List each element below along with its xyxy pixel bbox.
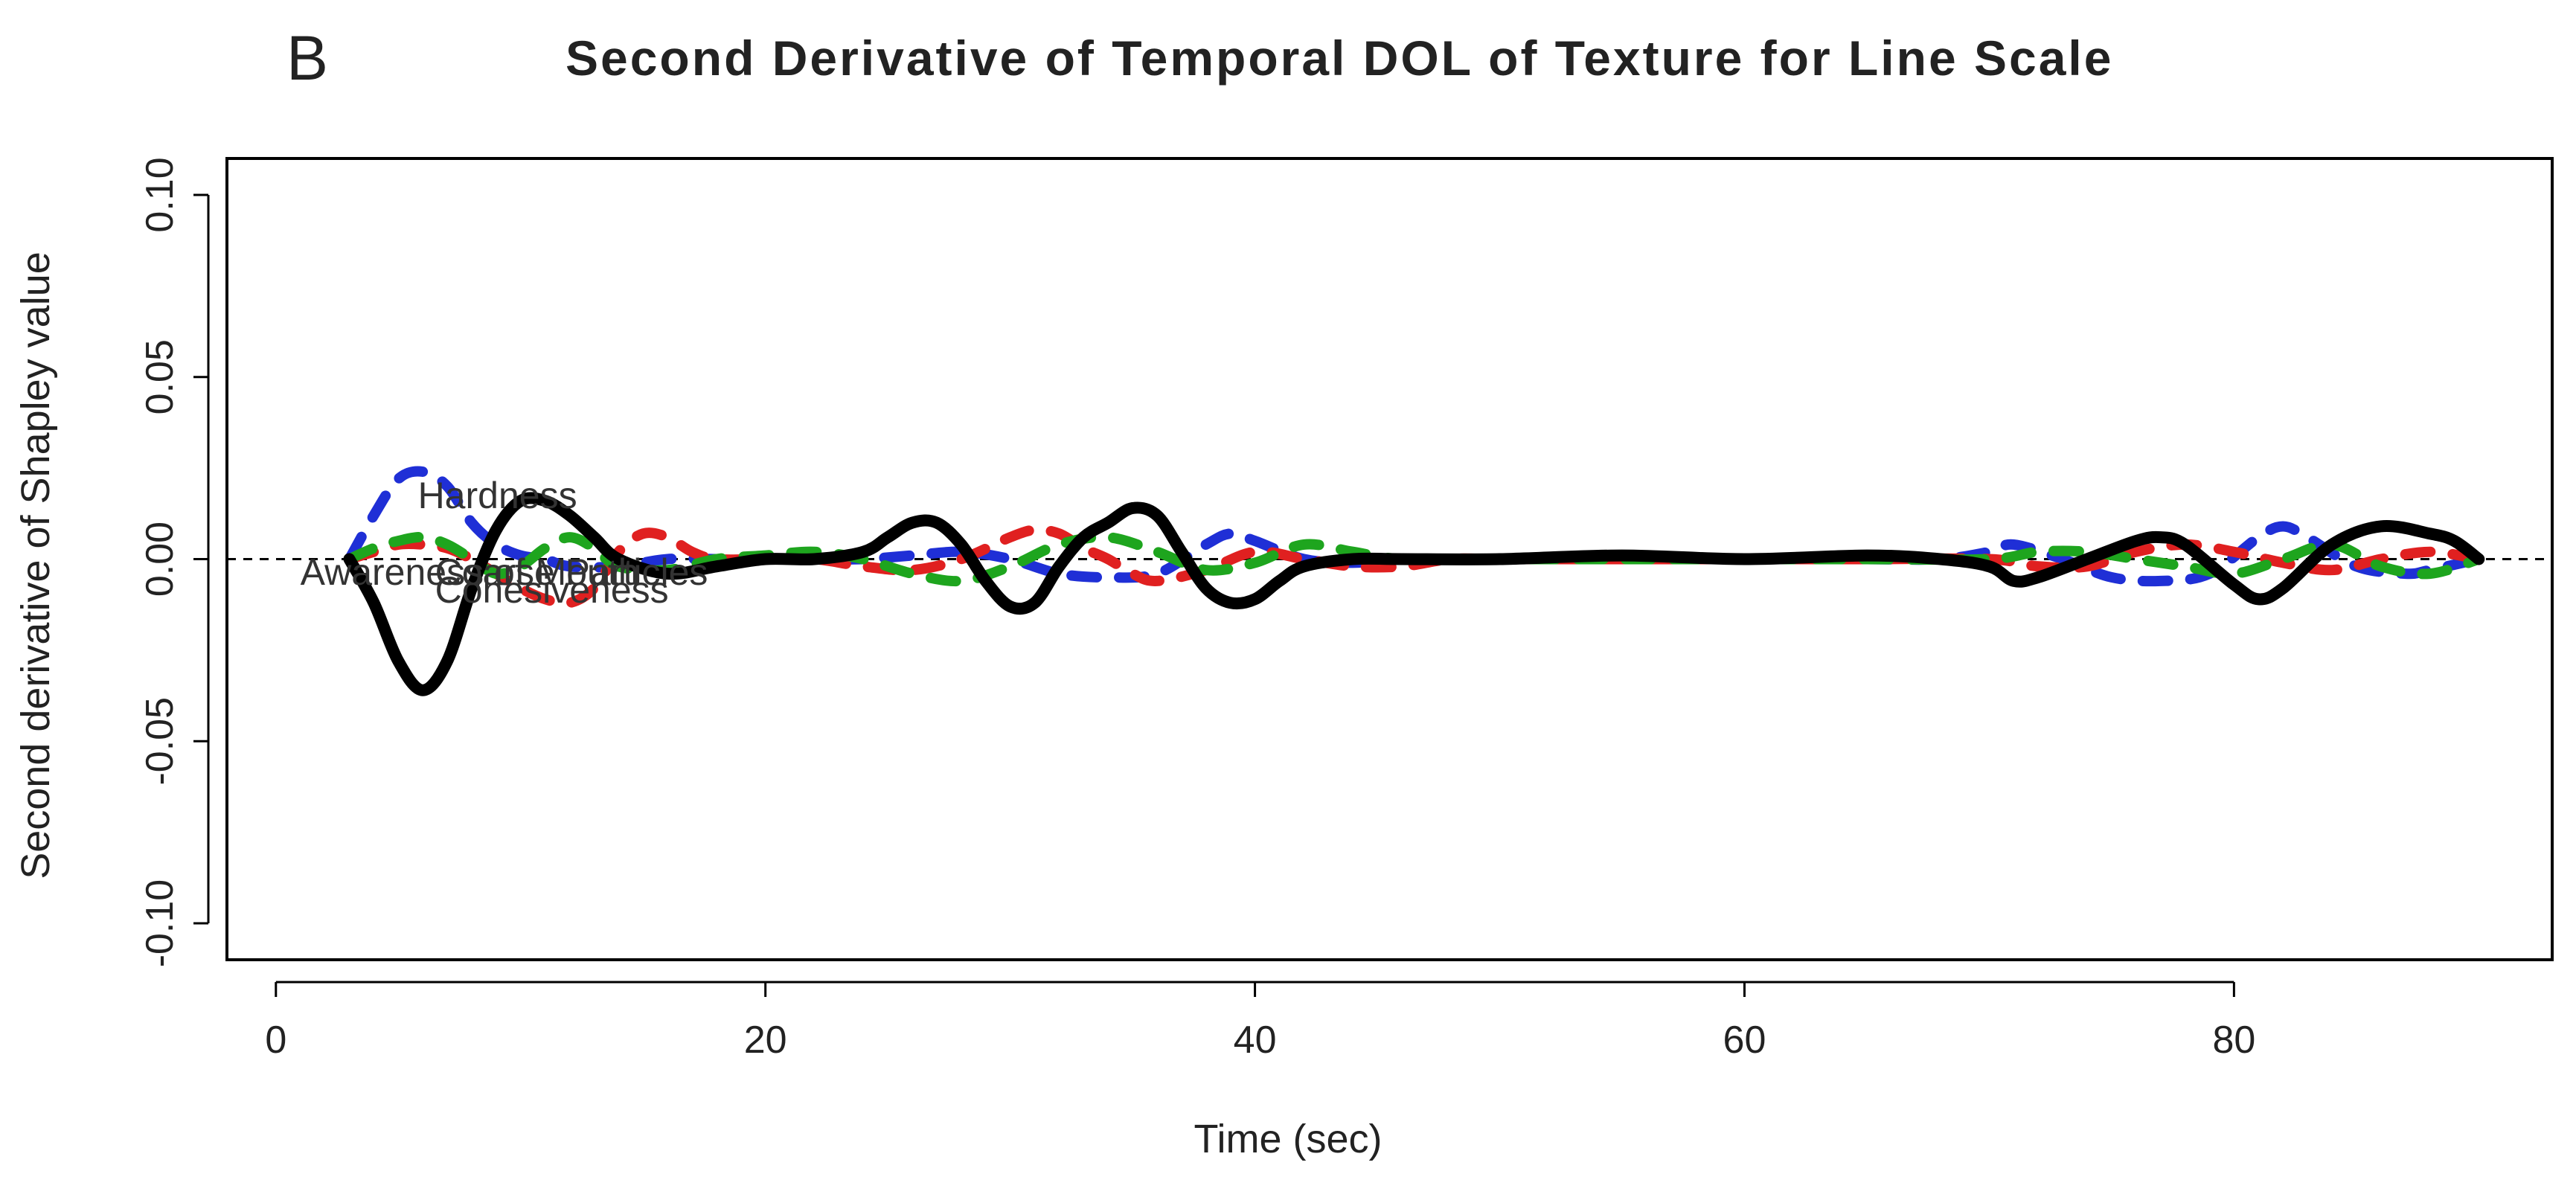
series-layer bbox=[343, 466, 2485, 696]
y-tick-label: 0.05 bbox=[138, 339, 182, 414]
series-line-hardness bbox=[344, 466, 2484, 587]
panel-letter: B bbox=[286, 23, 329, 93]
y-tick-label: -0.05 bbox=[138, 697, 182, 786]
series-line-cohesiveness bbox=[344, 531, 2484, 587]
x-tick-label: 40 bbox=[1234, 1019, 1277, 1062]
axes-layer: 0 20 40 60 80 -0.10 -0.05 0.00 0.05 0.10 bbox=[138, 157, 2552, 1062]
series-annotation: Coarse Particles bbox=[435, 551, 708, 593]
x-tick-label: 80 bbox=[2212, 1019, 2255, 1062]
series-annotation: Cohesiveness bbox=[435, 569, 669, 611]
x-tick-label: 20 bbox=[744, 1019, 787, 1062]
y-tick-label: -0.10 bbox=[138, 879, 182, 968]
series-annotation: Awareness of Mouth bbox=[301, 551, 639, 593]
plot-frame bbox=[225, 157, 2554, 961]
series-line-awareness-of-mouth bbox=[343, 492, 2485, 696]
y-tick-label: 0.10 bbox=[138, 157, 182, 232]
series-annotation: Hardness bbox=[418, 475, 577, 516]
y-tick-label: 0.00 bbox=[138, 522, 182, 597]
series-line-coarse-particles bbox=[344, 525, 2484, 609]
x-tick-label: 0 bbox=[265, 1019, 286, 1062]
chart-title: Second Derivative of Temporal DOL of Tex… bbox=[565, 31, 2114, 86]
x-tick-label: 60 bbox=[1723, 1019, 1766, 1062]
x-axis-label: Time (sec) bbox=[1194, 1117, 1382, 1161]
